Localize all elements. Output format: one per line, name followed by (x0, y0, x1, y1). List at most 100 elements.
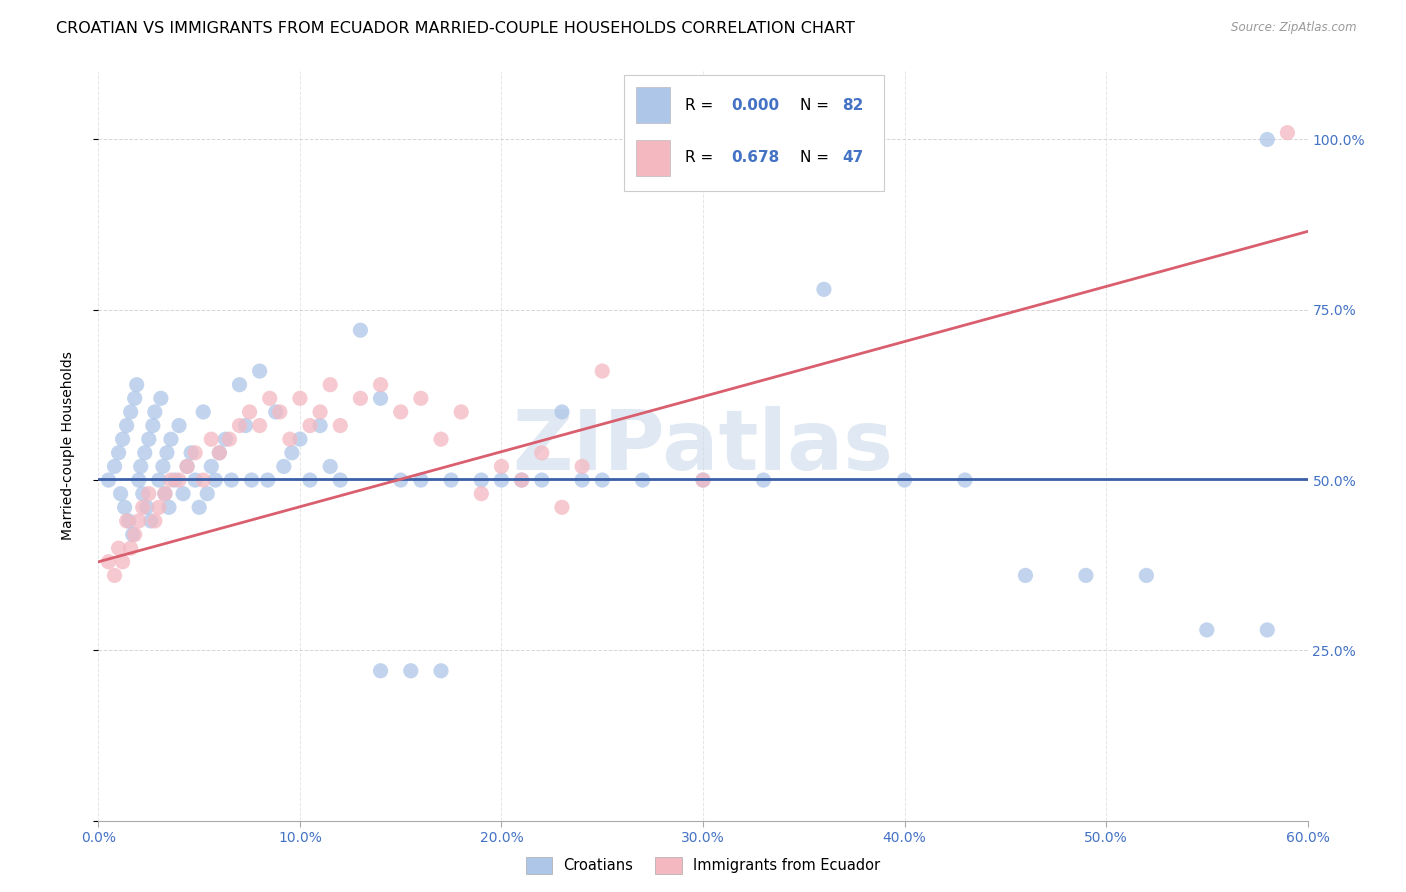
Point (530, 446, 553, 460)
Point (319, 459, 342, 474)
Point (510, 473, 533, 487)
Point (299, 473, 322, 487)
Point (124, 527, 146, 541)
Point (120, 541, 142, 556)
Point (591, 473, 613, 487)
Point (135, 500, 157, 515)
Point (193, 405, 215, 419)
Point (551, 405, 574, 419)
Text: 47: 47 (842, 150, 863, 165)
Point (157, 500, 180, 515)
Point (160, 473, 183, 487)
Point (120, 405, 142, 419)
Point (152, 459, 174, 474)
Point (1256, 132, 1278, 146)
Point (208, 446, 231, 460)
Point (228, 377, 250, 392)
Text: N =: N = (800, 150, 834, 165)
Text: 0.678: 0.678 (731, 150, 779, 165)
Point (160, 432, 183, 446)
Point (329, 418, 352, 433)
Point (107, 446, 129, 460)
Point (176, 459, 198, 474)
Point (221, 473, 243, 487)
Point (176, 459, 198, 474)
Point (1256, 623, 1278, 637)
Point (228, 418, 250, 433)
Point (103, 568, 125, 582)
Legend: Croatians, Immigrants from Ecuador: Croatians, Immigrants from Ecuador (520, 851, 886, 880)
Text: CROATIAN VS IMMIGRANTS FROM ECUADOR MARRIED-COUPLE HOUSEHOLDS CORRELATION CHART: CROATIAN VS IMMIGRANTS FROM ECUADOR MARR… (56, 21, 855, 36)
Point (264, 405, 287, 419)
Point (218, 432, 240, 446)
Point (281, 446, 304, 460)
Point (256, 473, 278, 487)
Text: ZIPatlas: ZIPatlas (513, 406, 893, 486)
Point (631, 473, 654, 487)
Point (409, 392, 432, 406)
Point (440, 473, 463, 487)
Text: 0.000: 0.000 (731, 97, 779, 112)
Point (249, 418, 271, 433)
Point (153, 486, 176, 500)
Point (551, 500, 574, 515)
FancyBboxPatch shape (637, 87, 671, 123)
Point (156, 446, 179, 460)
Point (214, 432, 236, 446)
Point (163, 473, 186, 487)
Point (299, 418, 322, 433)
Point (148, 473, 170, 487)
Point (110, 486, 132, 500)
Point (204, 473, 226, 487)
Text: Source: ZipAtlas.com: Source: ZipAtlas.com (1232, 21, 1357, 34)
Point (195, 486, 218, 500)
Point (813, 282, 835, 296)
Point (128, 514, 150, 528)
Text: N =: N = (800, 97, 834, 112)
Point (1277, 126, 1299, 140)
Point (259, 392, 281, 406)
Point (115, 514, 138, 528)
Point (510, 473, 533, 487)
Point (430, 664, 453, 678)
Point (370, 664, 392, 678)
Point (193, 473, 215, 487)
Point (692, 473, 714, 487)
Point (430, 432, 453, 446)
Point (1135, 568, 1157, 582)
FancyBboxPatch shape (624, 75, 884, 191)
Point (167, 418, 190, 433)
Point (370, 377, 392, 392)
Point (172, 486, 194, 500)
Point (149, 392, 172, 406)
Point (115, 418, 138, 433)
Point (132, 486, 155, 500)
Text: R =: R = (685, 150, 718, 165)
Point (288, 432, 311, 446)
Point (893, 473, 915, 487)
Point (470, 473, 492, 487)
Point (491, 459, 513, 474)
Point (129, 459, 152, 474)
Point (97, 555, 120, 569)
Point (450, 405, 472, 419)
Point (121, 527, 143, 541)
Point (249, 364, 271, 378)
Point (349, 392, 371, 406)
Point (235, 418, 257, 433)
Point (319, 377, 342, 392)
Point (491, 473, 513, 487)
Point (470, 486, 492, 500)
Point (103, 459, 125, 474)
Point (571, 473, 593, 487)
Point (143, 405, 166, 419)
Point (1074, 568, 1097, 582)
Point (208, 446, 231, 460)
Point (200, 432, 222, 446)
Point (692, 473, 714, 487)
Point (273, 459, 295, 474)
Point (118, 514, 141, 528)
Text: R =: R = (685, 97, 718, 112)
Point (132, 500, 155, 515)
Point (329, 473, 352, 487)
